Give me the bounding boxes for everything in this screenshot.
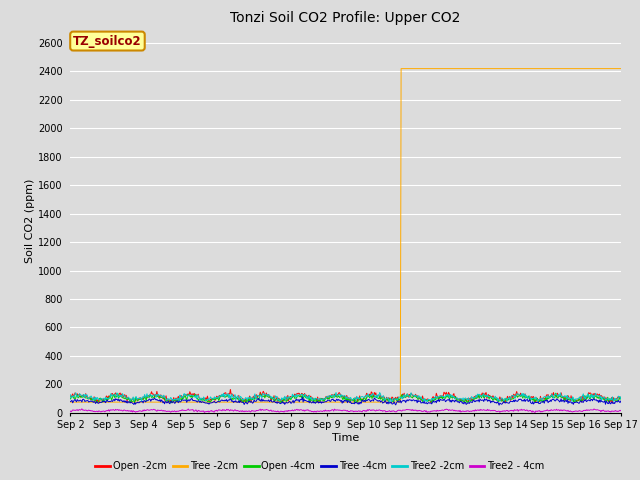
Open -2cm: [413, 393, 421, 398]
Open -4cm: [77, 393, 84, 399]
Line: Tree -4cm: Tree -4cm: [70, 397, 621, 405]
Open -4cm: [617, 396, 625, 402]
Tree -4cm: [413, 400, 421, 406]
Tree2 - 4cm: [134, 408, 141, 414]
Open -2cm: [617, 395, 625, 400]
Tree -4cm: [298, 394, 306, 400]
Open -4cm: [67, 396, 74, 402]
Open -2cm: [133, 396, 141, 402]
Tree -2cm: [218, 399, 226, 405]
Tree2 -2cm: [430, 396, 438, 402]
Line: Open -2cm: Open -2cm: [70, 389, 621, 403]
Open -4cm: [219, 393, 227, 398]
Open -4cm: [134, 397, 141, 403]
Tree -2cm: [397, 66, 405, 72]
Open -4cm: [552, 390, 559, 396]
Tree2 -2cm: [218, 391, 226, 397]
Open -4cm: [413, 394, 421, 400]
Tree2 -2cm: [67, 392, 74, 397]
Tree -2cm: [189, 399, 196, 405]
Tree2 -2cm: [77, 392, 84, 397]
Tree2 - 4cm: [219, 407, 227, 412]
Open -2cm: [430, 396, 438, 402]
Open -2cm: [77, 394, 84, 400]
Tree2 - 4cm: [429, 408, 437, 414]
Legend: Open -2cm, Tree -2cm, Open -4cm, Tree -4cm, Tree2 -2cm, Tree2 - 4cm: Open -2cm, Tree -2cm, Open -4cm, Tree -4…: [92, 457, 548, 475]
Tree2 -2cm: [386, 399, 394, 405]
Tree2 - 4cm: [67, 408, 74, 414]
Open -2cm: [67, 394, 74, 399]
Tree -2cm: [413, 66, 421, 72]
Tree -4cm: [617, 398, 625, 404]
Open -4cm: [131, 400, 138, 406]
Open -2cm: [427, 400, 435, 406]
Tree2 -2cm: [189, 393, 196, 398]
Tree2 - 4cm: [413, 408, 421, 414]
Tree -4cm: [429, 398, 437, 404]
Y-axis label: Soil CO2 (ppm): Soil CO2 (ppm): [25, 179, 35, 263]
Tree2 -2cm: [414, 395, 422, 401]
Tree2 - 4cm: [617, 408, 625, 414]
Tree2 - 4cm: [190, 408, 198, 414]
X-axis label: Time: Time: [332, 433, 359, 443]
Open -2cm: [227, 386, 234, 392]
Tree2 -2cm: [332, 390, 340, 396]
Line: Open -4cm: Open -4cm: [70, 393, 621, 403]
Line: Tree2 - 4cm: Tree2 - 4cm: [70, 409, 621, 412]
Tree -2cm: [133, 399, 141, 405]
Line: Tree2 -2cm: Tree2 -2cm: [70, 393, 621, 402]
Open -4cm: [190, 394, 198, 399]
Tree -4cm: [189, 398, 196, 404]
Tree -2cm: [67, 399, 74, 405]
Line: Tree -2cm: Tree -2cm: [70, 69, 621, 402]
Tree2 - 4cm: [78, 406, 86, 412]
Tree -2cm: [617, 66, 625, 72]
Tree -4cm: [67, 398, 74, 404]
Tree -2cm: [77, 399, 84, 405]
Open -2cm: [218, 392, 226, 398]
Tree2 - 4cm: [77, 407, 84, 413]
Tree2 -2cm: [133, 396, 141, 402]
Title: Tonzi Soil CO2 Profile: Upper CO2: Tonzi Soil CO2 Profile: Upper CO2: [230, 11, 461, 25]
Tree -4cm: [495, 402, 503, 408]
Tree -2cm: [429, 66, 437, 72]
Tree -4cm: [77, 397, 84, 403]
Open -2cm: [189, 393, 196, 399]
Tree2 - 4cm: [531, 409, 539, 415]
Tree -4cm: [133, 400, 141, 406]
Open -4cm: [429, 397, 437, 403]
Tree2 -2cm: [617, 396, 625, 402]
Tree -4cm: [218, 397, 226, 403]
Text: TZ_soilco2: TZ_soilco2: [73, 35, 142, 48]
